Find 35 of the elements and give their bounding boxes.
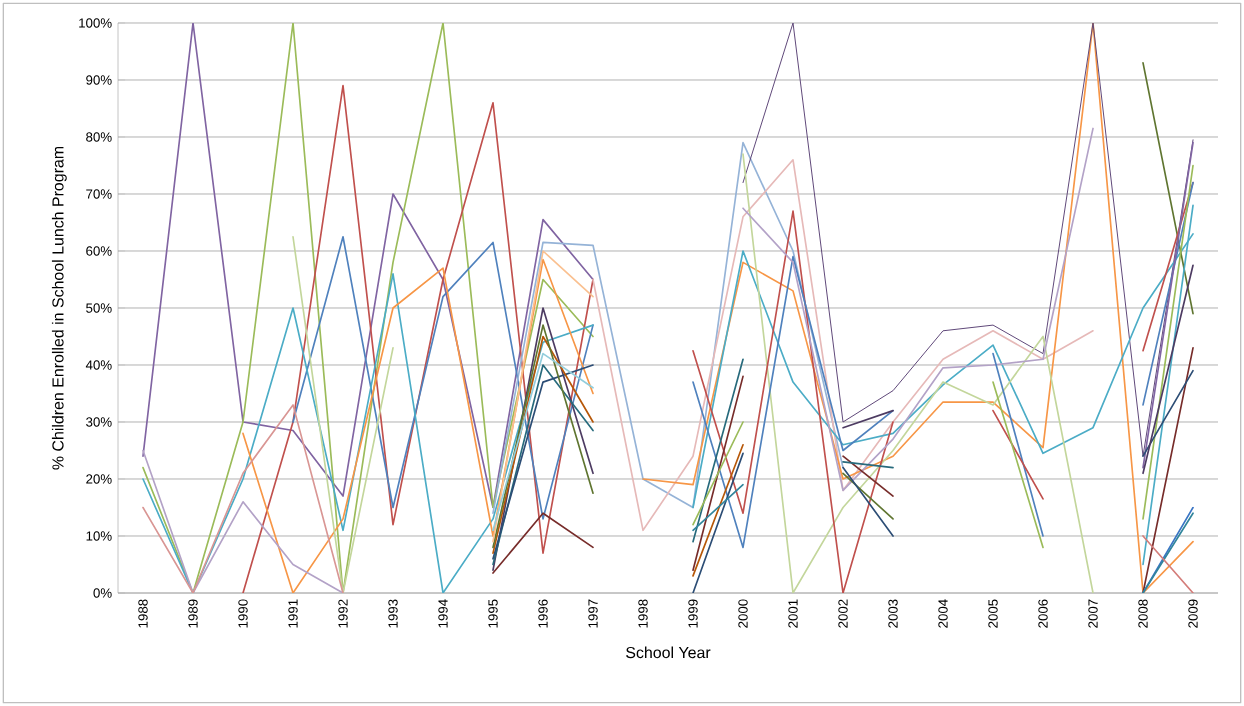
x-tick-label: 2003 — [888, 599, 898, 628]
x-tick-label: 1988 — [138, 599, 148, 628]
x-tick-label: 2001 — [788, 599, 798, 628]
y-tick-label: 80% — [86, 132, 112, 142]
x-tick-label: 2000 — [738, 599, 748, 628]
y-tick-label: 30% — [86, 417, 112, 427]
y-tick-label: 0% — [93, 588, 112, 598]
x-tick-label: 1997 — [588, 599, 598, 628]
x-tick-label: 1995 — [488, 599, 498, 628]
x-tick-label: 1994 — [438, 599, 448, 628]
x-tick-label: 1996 — [538, 599, 548, 628]
y-tick-label: 70% — [86, 189, 112, 199]
x-axis-title: School Year — [626, 646, 711, 659]
y-tick-label: 10% — [86, 531, 112, 541]
y-axis-title: % Children Enrolled in School Lunch Program — [51, 146, 67, 470]
x-tick-label: 2008 — [1138, 599, 1148, 628]
x-tick-label: 1998 — [638, 599, 648, 628]
x-tick-label: 2007 — [1088, 599, 1098, 628]
x-tick-label: 2002 — [838, 599, 848, 628]
x-tick-label: 2005 — [988, 599, 998, 628]
x-tick-label: 2004 — [938, 599, 948, 628]
y-tick-label: 40% — [85, 360, 112, 370]
y-tick-label: 90% — [86, 75, 112, 85]
x-tick-label: 1991 — [288, 599, 298, 628]
y-tick-label: 60% — [86, 246, 112, 256]
y-tick-label: 50% — [86, 303, 112, 313]
x-tick-label: 1992 — [338, 599, 348, 628]
x-tick-label: 2006 — [1038, 599, 1048, 628]
x-tick-label: 1993 — [388, 599, 398, 628]
y-tick-label: 100% — [79, 18, 112, 28]
x-tick-label: 2009 — [1188, 599, 1198, 628]
x-tick-label: 1989 — [188, 599, 198, 628]
y-tick-label: 20% — [86, 474, 112, 484]
x-tick-label: 1999 — [688, 599, 698, 628]
x-tick-label: 1990 — [238, 599, 248, 628]
